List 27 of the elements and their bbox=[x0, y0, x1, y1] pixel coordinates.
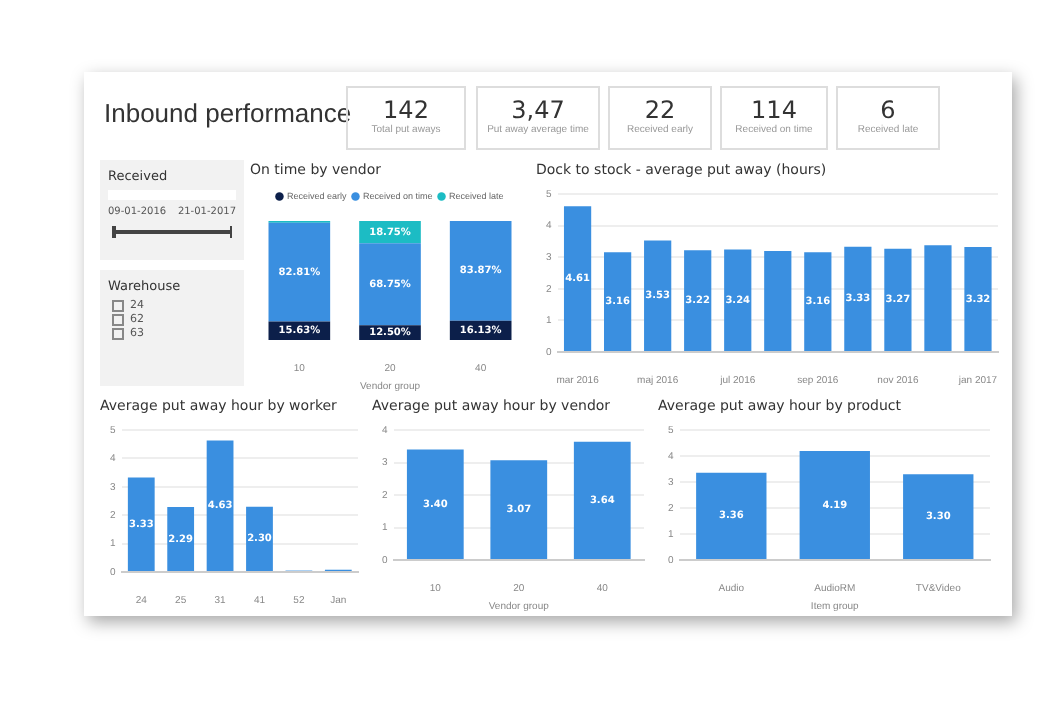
bar bbox=[764, 250, 792, 351]
bar bbox=[449, 221, 512, 321]
bar bbox=[924, 245, 952, 351]
bar bbox=[644, 240, 672, 351]
bar bbox=[167, 506, 195, 571]
bar bbox=[268, 222, 331, 322]
text: 6 bbox=[878, 96, 898, 124]
text: 3,47 bbox=[509, 96, 567, 124]
bar bbox=[604, 252, 632, 351]
text: Inbound performance bbox=[104, 96, 352, 132]
bar bbox=[127, 477, 155, 571]
bar bbox=[696, 472, 767, 559]
text: 114 bbox=[749, 96, 799, 124]
text: 142 bbox=[381, 96, 431, 124]
bar bbox=[359, 243, 421, 326]
bar bbox=[724, 249, 752, 351]
bar bbox=[903, 474, 974, 559]
bar bbox=[884, 248, 912, 351]
bar bbox=[563, 206, 592, 351]
text: 22 bbox=[642, 96, 678, 124]
bar bbox=[804, 252, 832, 351]
bar bbox=[964, 247, 992, 351]
bar bbox=[799, 451, 870, 559]
bar bbox=[684, 250, 712, 351]
bar bbox=[246, 506, 273, 571]
bar bbox=[844, 246, 872, 351]
bar bbox=[206, 440, 234, 571]
